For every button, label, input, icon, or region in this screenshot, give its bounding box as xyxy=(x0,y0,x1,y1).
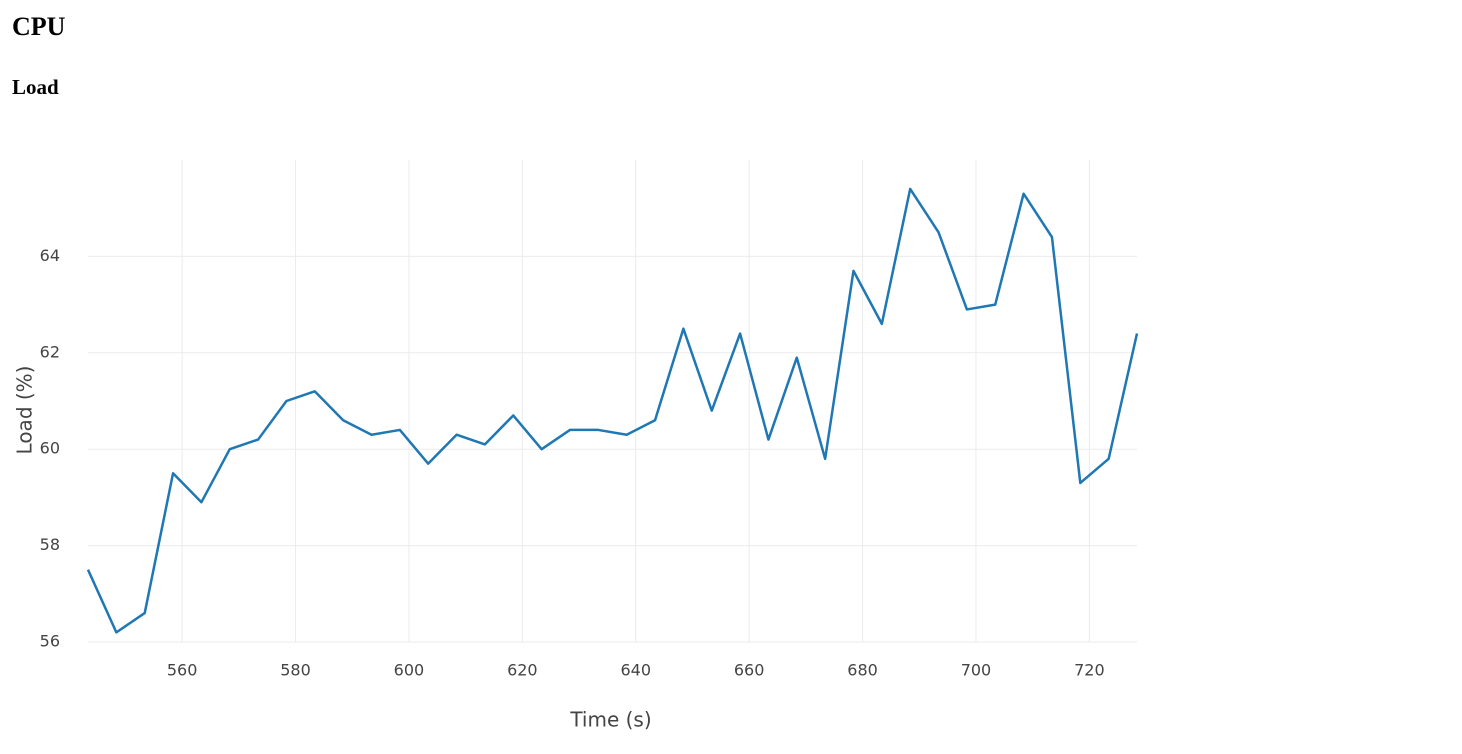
page-heading: CPU xyxy=(12,12,66,41)
page-subheading: Load xyxy=(12,75,59,99)
x-tick-label: 700 xyxy=(961,661,992,680)
y-tick-label: 64 xyxy=(40,246,60,265)
x-tick-label: 560 xyxy=(167,661,198,680)
y-tick-label: 56 xyxy=(40,632,60,651)
x-tick-label: 720 xyxy=(1074,661,1105,680)
x-tick-label: 660 xyxy=(734,661,765,680)
x-tick-label: 580 xyxy=(280,661,311,680)
y-axis-title: Load (%) xyxy=(13,366,37,455)
y-tick-label: 60 xyxy=(40,439,60,458)
y-tick-label: 62 xyxy=(40,342,60,361)
x-tick-label: 640 xyxy=(620,661,651,680)
y-tick-label: 58 xyxy=(40,535,60,554)
data-line xyxy=(86,187,1139,634)
x-tick-label: 600 xyxy=(394,661,425,680)
x-axis-title: Time (s) xyxy=(569,708,651,732)
x-tick-label: 680 xyxy=(847,661,878,680)
x-tick-label: 620 xyxy=(507,661,538,680)
